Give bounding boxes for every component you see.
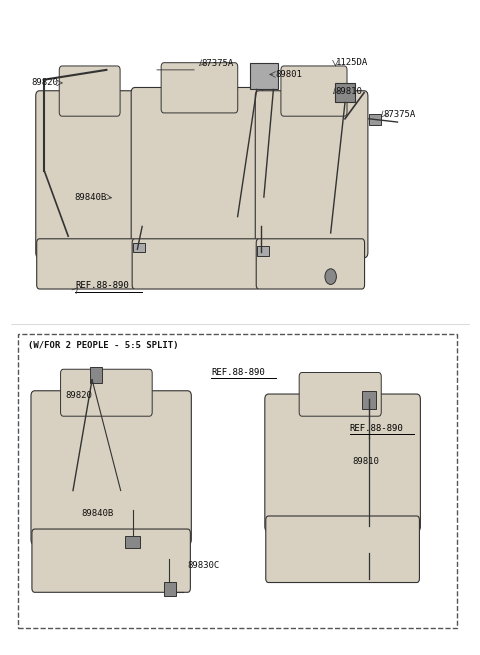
Bar: [125, 536, 140, 548]
FancyBboxPatch shape: [256, 239, 364, 289]
FancyBboxPatch shape: [31, 391, 192, 545]
Bar: [257, 246, 269, 255]
FancyBboxPatch shape: [60, 369, 152, 416]
Text: 87375A: 87375A: [202, 59, 234, 68]
Circle shape: [325, 269, 336, 284]
Text: 1125DA: 1125DA: [336, 58, 368, 67]
FancyBboxPatch shape: [131, 88, 263, 257]
Text: 89830C: 89830C: [188, 561, 220, 570]
Bar: [132, 243, 144, 252]
Text: REF.88-890: REF.88-890: [75, 282, 129, 290]
Text: 89840B: 89840B: [74, 193, 107, 202]
FancyBboxPatch shape: [299, 373, 381, 416]
Text: 89810: 89810: [352, 457, 379, 466]
FancyBboxPatch shape: [32, 529, 191, 592]
FancyBboxPatch shape: [266, 516, 420, 582]
Bar: [362, 391, 376, 409]
Bar: [369, 113, 381, 125]
Text: 89820: 89820: [32, 79, 59, 87]
Text: 89820: 89820: [65, 392, 92, 400]
Text: 89810: 89810: [336, 87, 362, 96]
Bar: [250, 64, 278, 90]
FancyBboxPatch shape: [255, 91, 368, 257]
Bar: [336, 83, 355, 102]
Text: 87375A: 87375A: [383, 111, 415, 119]
Text: 89801: 89801: [276, 70, 303, 79]
Text: 89840B: 89840B: [81, 509, 114, 518]
FancyBboxPatch shape: [265, 394, 420, 532]
FancyBboxPatch shape: [59, 66, 120, 116]
FancyBboxPatch shape: [281, 66, 347, 116]
FancyBboxPatch shape: [161, 63, 238, 113]
Text: REF.88-890: REF.88-890: [211, 368, 265, 377]
Text: (W/FOR 2 PEOPLE - 5:5 SPLIT): (W/FOR 2 PEOPLE - 5:5 SPLIT): [28, 341, 178, 350]
FancyBboxPatch shape: [132, 239, 260, 289]
Bar: [90, 367, 102, 383]
FancyBboxPatch shape: [36, 91, 139, 257]
Bar: [164, 582, 176, 596]
Text: REF.88-890: REF.88-890: [350, 424, 404, 433]
FancyBboxPatch shape: [36, 239, 135, 289]
